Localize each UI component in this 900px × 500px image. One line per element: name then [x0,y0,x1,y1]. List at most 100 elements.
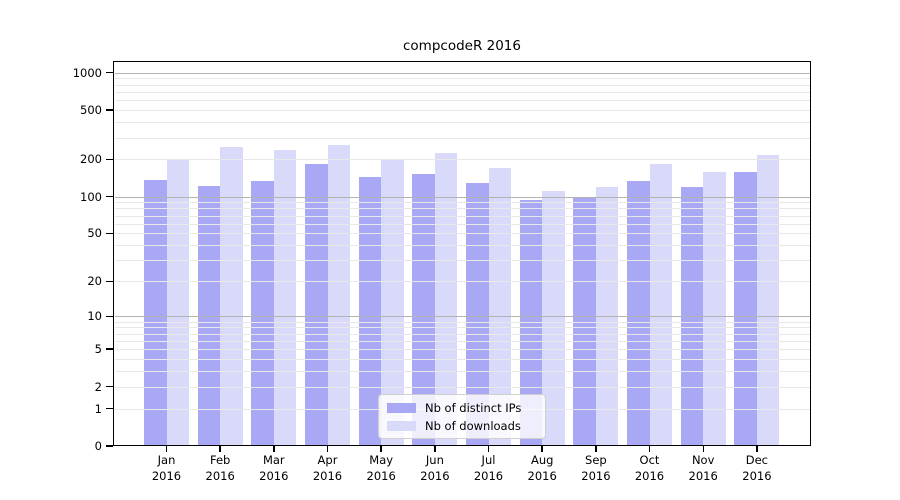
y-tick-mark [106,280,113,283]
minor-gridline [114,321,810,323]
minor-gridline [114,333,810,335]
x-tick-mark [380,446,382,452]
minor-gridline [114,84,810,86]
x-tick-year: 2016 [527,468,557,483]
y-tick-mark [106,445,113,447]
y-tick-mark [106,407,113,410]
bar-downloads-apr [327,144,350,446]
y-tick-label: 1000 [72,65,102,80]
chart-title: compcodeR 2016 [403,38,521,54]
x-tick-label: Feb 2016 [190,453,250,484]
minor-gridline [114,159,810,161]
bar-ips-aug [519,200,543,446]
y-tick-mark [106,195,113,198]
x-tick-label: Sep 2016 [566,453,626,484]
x-tick-month: Sep [585,453,607,467]
bar-ips-may [358,177,382,446]
bar-downloads-jun [434,153,458,446]
minor-gridline [114,202,810,204]
x-tick-year: 2016 [688,468,718,483]
bar-ips-dec [734,172,757,446]
x-tick-month: Aug [530,453,554,467]
x-tick-label: Dec 2016 [727,453,787,484]
y-tick-mark [106,109,113,111]
bar-ips-mar [251,180,274,446]
x-tick-year: 2016 [581,468,611,483]
x-tick-year: 2016 [259,468,289,483]
x-tick-month: Apr [317,453,338,467]
legend-label: Nb of downloads [425,418,521,433]
x-tick-month: Jan [157,453,176,467]
x-tick-mark [165,446,168,452]
major-gridline [114,196,810,198]
minor-gridline [114,340,810,342]
x-tick-label: Aug 2016 [512,453,572,484]
bar-downloads-sep [595,186,619,446]
x-tick-mark [273,446,275,452]
minor-gridline [114,349,810,351]
x-tick-label: Mar 2016 [244,453,304,484]
x-tick-year: 2016 [151,468,182,483]
minor-gridline [114,260,810,262]
y-tick-label: 20 [87,274,102,289]
bar-downloads-feb [220,146,243,446]
bar-ips-jul [466,182,489,446]
x-tick-month: Jul [481,453,496,467]
legend: Nb of distinct IPs Nb of downloads [378,394,546,439]
x-tick-month: Mar [262,453,285,467]
bar-ips-apr [305,164,328,446]
minor-gridline [114,386,810,388]
minor-gridline [114,208,810,210]
x-tick-label: Jan 2016 [137,453,197,484]
minor-gridline [114,91,810,93]
y-tick-label: 2 [94,379,102,394]
x-tick-mark [434,446,436,452]
x-tick-label: Jul 2016 [459,453,519,484]
x-tick-label: May 2016 [351,453,411,484]
minor-gridline [114,78,810,80]
bar-downloads-nov [703,172,726,446]
bar-downloads-oct [649,164,672,446]
bar-downloads-may [381,159,404,446]
minor-gridline [114,122,810,123]
x-tick-month: Feb [210,453,231,467]
y-tick-label: 200 [80,152,102,167]
y-tick-mark [106,348,113,350]
x-tick-mark [702,446,704,452]
y-tick-mark [106,158,113,160]
x-tick-label: Oct 2016 [620,453,680,484]
x-tick-mark [219,446,221,452]
x-tick-label: Nov 2016 [673,453,733,484]
bar-ips-jan [144,179,167,446]
x-tick-mark [487,446,490,452]
legend-swatch-ips [387,402,416,413]
y-tick-label: 500 [80,102,102,117]
y-tick-mark [106,385,113,388]
x-tick-month: May [369,453,394,467]
x-tick-mark [326,446,329,452]
y-tick-mark [106,232,113,235]
bar-downloads-mar [273,150,297,446]
minor-gridline [114,223,810,225]
legend-item: Nb of distinct IPs [387,401,537,415]
minor-gridline [114,109,810,111]
legend-item: Nb of downloads [387,419,537,433]
bar-downloads-dec [756,155,780,446]
x-tick-mark [756,446,758,452]
minor-gridline [114,245,810,247]
x-tick-month: Dec [745,453,769,467]
x-tick-mark [648,446,651,452]
minor-gridline [114,233,810,235]
major-gridline [114,316,810,318]
x-tick-year: 2016 [420,468,450,483]
y-tick-label: 10 [87,309,102,324]
y-tick-mark [106,315,113,318]
legend-label: Nb of distinct IPs [425,400,522,415]
major-gridline [114,72,810,74]
x-tick-year: 2016 [312,468,343,483]
x-tick-year: 2016 [473,468,504,483]
x-tick-year: 2016 [742,468,772,483]
minor-gridline [114,215,810,217]
bar-ips-jun [412,174,435,446]
